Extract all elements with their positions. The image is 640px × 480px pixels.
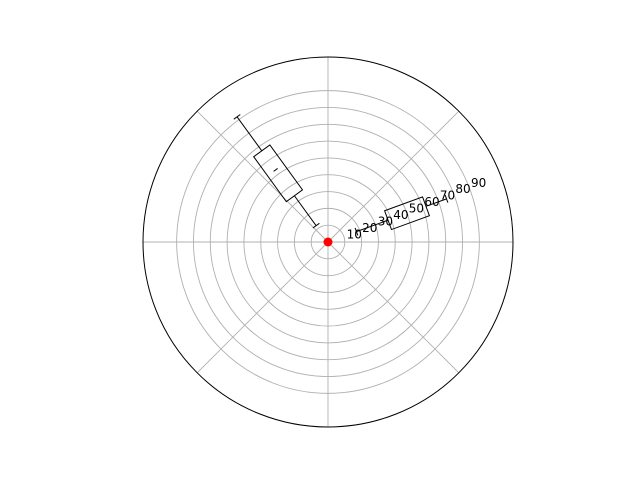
- theta-gridline: [327, 241, 460, 374]
- r-tick-label: 50: [409, 202, 424, 216]
- r-tick-label: 60: [424, 195, 439, 209]
- theta-gridline: [196, 241, 329, 374]
- theta-gridline: [327, 110, 460, 243]
- center-point: [323, 237, 333, 247]
- label-layer: 10 20 30 40 50 60 70 80 90: [347, 176, 487, 241]
- box-body: [252, 144, 304, 203]
- r-tick-label: 10: [347, 227, 362, 241]
- whisker-low: [356, 219, 389, 233]
- grid-layer: [143, 57, 513, 427]
- r-tick-label: 30: [378, 214, 393, 228]
- polar-frame: [142, 56, 514, 428]
- r-tick-label: 80: [455, 182, 470, 196]
- r-tick-label: 20: [362, 221, 377, 235]
- cap-high: [233, 114, 241, 120]
- whisker-high: [425, 198, 447, 207]
- median-line: [273, 168, 278, 172]
- box-body: [383, 196, 431, 231]
- theta-gridline: [196, 110, 329, 243]
- whisker-high: [236, 116, 263, 152]
- cap-high: [444, 194, 449, 203]
- box-layer: [233, 114, 449, 236]
- cap-low: [354, 227, 359, 236]
- point-layer: [323, 237, 333, 247]
- frame-layer: [142, 56, 514, 428]
- r-tick-label: 40: [393, 208, 408, 222]
- box-plot-1: [354, 194, 449, 236]
- median-line: [405, 210, 409, 216]
- whisker-low: [293, 195, 317, 226]
- r-tick-label: 90: [471, 176, 486, 190]
- r-tick-label: 70: [440, 189, 455, 203]
- box-plot-2: [233, 114, 320, 229]
- cap-low: [312, 222, 320, 229]
